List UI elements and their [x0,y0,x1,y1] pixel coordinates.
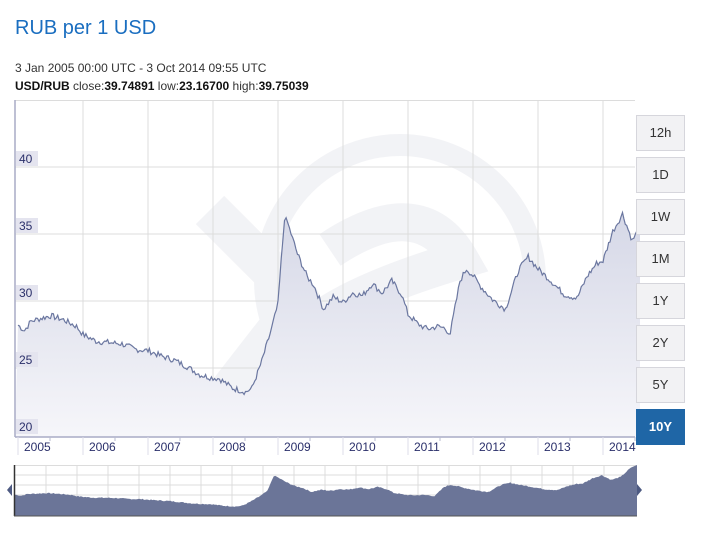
navigator-right-handle-icon[interactable] [637,484,642,496]
range-button-12h[interactable]: 12h [636,115,685,151]
range-button-1w[interactable]: 1W [636,199,685,235]
range-navigator[interactable] [0,462,645,522]
range-button-1d[interactable]: 1D [636,157,685,193]
low-label: low: [157,79,180,93]
low-value: 23.16700 [179,79,230,93]
range-button-5y[interactable]: 5Y [636,367,685,403]
svg-text:2007: 2007 [154,440,181,454]
close-label: close: [73,79,105,93]
svg-text:30: 30 [19,286,33,300]
range-button-1m[interactable]: 1M [636,241,685,277]
range-button-2y[interactable]: 2Y [636,325,685,361]
svg-text:2005: 2005 [24,440,51,454]
close-value: 39.74891 [104,79,155,93]
svg-text:20: 20 [19,420,33,434]
price-area [15,212,640,437]
svg-text:25: 25 [19,353,33,367]
svg-text:35: 35 [19,219,33,233]
navigator-left-handle-icon[interactable] [7,484,12,496]
y-axis-labels: 20 25 30 35 40 [16,151,38,434]
date-range: 3 Jan 2005 00:00 UTC - 3 Oct 2014 09:55 … [15,61,267,75]
svg-text:2008: 2008 [219,440,246,454]
svg-text:2011: 2011 [414,440,440,454]
svg-text:2013: 2013 [544,440,571,454]
high-value: 39.75039 [258,79,309,93]
pair-label: USD/RUB [15,79,70,93]
high-label: high: [232,79,259,93]
range-button-1y[interactable]: 1Y [636,283,685,319]
pair-stats: USD/RUB close:39.74891 low:23.16700 high… [15,79,309,93]
svg-text:2009: 2009 [284,440,311,454]
svg-text:40: 40 [19,152,33,166]
svg-text:2006: 2006 [89,440,116,454]
range-button-10y[interactable]: 10Y [636,409,685,445]
svg-text:2014: 2014 [609,440,636,454]
range-button-group: 12h 1D 1W 1M 1Y 2Y 5Y 10Y [636,115,685,451]
svg-text:2010: 2010 [349,440,376,454]
svg-text:2012: 2012 [479,440,506,454]
x-axis-labels: 2005 2006 2007 2008 2009 2010 2011 2012 2013 2014 [17,437,636,455]
price-line [17,210,640,396]
navigator-area [15,465,637,516]
page-title: RUB per 1 USD [15,17,157,39]
